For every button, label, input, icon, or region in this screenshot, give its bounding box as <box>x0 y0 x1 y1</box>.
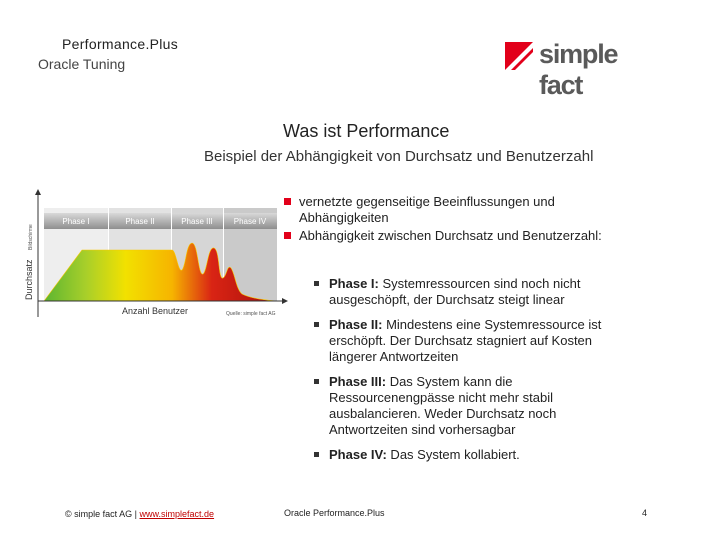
bullet-text: vernetzte gegenseitige Beeinflussungen u… <box>299 194 555 209</box>
sub-bullet-phase-1: Phase I: Systemressourcen sind noch nich… <box>314 276 634 308</box>
bullet-list: vernetzte gegenseitige Beeinflussungen u… <box>282 194 642 246</box>
phase-3-text: Ressourcenengpässe nicht mehr stabil <box>329 390 554 405</box>
copyright-text: © simple fact AG <box>65 509 133 519</box>
phase-label-3: Phase III <box>181 217 213 226</box>
red-square-bullet-icon <box>284 198 291 205</box>
logo-mark-icon <box>505 42 533 70</box>
footer-center-text: Oracle Performance.Plus <box>284 508 385 518</box>
phase-3-label: Phase III: <box>329 374 387 389</box>
sub-bullet-phase-3: Phase III: Das System kann die Ressourcen… <box>314 374 634 438</box>
phase-header-3 <box>172 213 223 229</box>
phase-1-label: Phase I: <box>329 276 379 291</box>
phase-2-label: Phase II: <box>329 317 383 332</box>
y-axis-arrow-icon <box>35 189 41 195</box>
slide-subtitle: Beispiel der Abhängigkeit von Durchsatz … <box>204 148 594 165</box>
phase-header-1 <box>44 213 108 229</box>
phase-3-text: Das System kann die <box>386 374 513 389</box>
phase-label-2: Phase II <box>125 217 154 226</box>
phase-1-text: Systemressourcen sind noch nicht <box>378 276 581 291</box>
square-bullet-icon <box>314 452 319 457</box>
phase-3-text: ausbalancieren. Weder Durchsatz noch <box>329 406 557 421</box>
phase-2-text: erschöpft. Der Durchsatz stagniert auf K… <box>329 333 593 348</box>
phase-label-1: Phase I <box>62 217 89 226</box>
sub-bullet-phase-2: Phase II: Mindestens eine Systemressourc… <box>314 317 634 365</box>
x-axis-label: Anzahl Benutzer <box>122 306 188 316</box>
y-axis-label: Durchsatz <box>24 259 34 300</box>
y-axis-sublabel: Bildschirme <box>28 224 34 250</box>
phase-header-4 <box>224 213 277 229</box>
phase-2-text: längerer Antwortzeiten <box>329 349 459 364</box>
throughput-area <box>43 242 278 302</box>
phase-4-label: Phase IV: <box>329 447 387 462</box>
footer-separator: | <box>134 509 138 519</box>
phase-4-text: Das System kollabiert. <box>386 447 520 462</box>
website-link[interactable]: www.simplefact.de <box>139 509 215 519</box>
page-number: 4 <box>642 508 648 518</box>
bullet-item: vernetzte gegenseitige Beeinflussungen u… <box>282 194 642 226</box>
sub-bullet-phase-4: Phase IV: Das System kollabiert. <box>314 447 634 463</box>
phase-2-text: Mindestens eine Systemressource ist <box>382 317 602 332</box>
simple-fact-logo: simple fact <box>505 39 650 100</box>
chart-source: Quelle: simple fact AG <box>226 311 276 317</box>
square-bullet-icon <box>314 281 319 286</box>
x-axis-arrow-icon <box>282 298 288 304</box>
phase-1-text: ausgeschöpft, der Durchsatz steigt linea… <box>329 292 565 307</box>
throughput-chart: Phase I Phase II Phase III Phase IV Durc… <box>24 188 297 317</box>
bullet-text: Abhängigkeiten <box>299 210 389 225</box>
square-bullet-icon <box>314 322 319 327</box>
bullet-item: Abhängigkeit zwischen Durchsatz und Benu… <box>282 228 642 244</box>
phase-3-text: Antwortzeiten sind vorhersagbar <box>329 422 516 437</box>
bullet-text: Abhängigkeit zwischen Durchsatz und Benu… <box>299 228 602 243</box>
header-subtitle: Oracle Tuning <box>38 56 126 72</box>
phase-label-4: Phase IV <box>234 217 267 226</box>
slide-title: Was ist Performance <box>283 121 450 141</box>
phase-headers: Phase I Phase II Phase III Phase IV <box>44 213 277 229</box>
phase-header-2 <box>109 213 171 229</box>
footer-copyright: © simple fact AG | www.simplefact.de <box>65 509 214 519</box>
square-bullet-icon <box>314 379 319 384</box>
header-title: Performance.Plus <box>62 36 179 52</box>
logo-wordmark: simple fact <box>539 39 619 100</box>
red-square-bullet-icon <box>284 232 291 239</box>
